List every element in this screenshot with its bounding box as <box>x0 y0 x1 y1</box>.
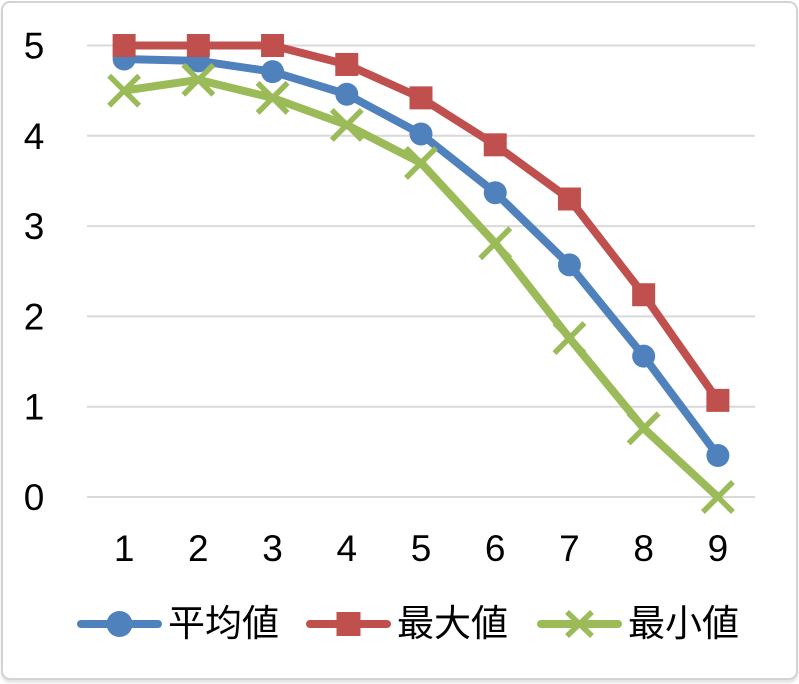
series-average-marker <box>483 181 507 205</box>
y-tick-label: 1 <box>24 387 45 428</box>
y-tick-label: 3 <box>24 206 45 247</box>
series-min-marker <box>181 62 216 97</box>
series-max-marker <box>261 34 285 57</box>
series-min-marker <box>626 411 661 446</box>
x-tick-label: 3 <box>262 528 283 569</box>
legend-label-max: 最大値 <box>397 603 508 645</box>
series-min-marker <box>404 145 438 180</box>
x-tick-label: 2 <box>188 528 209 569</box>
y-tick-label: 4 <box>24 116 45 157</box>
series-min-marker <box>552 321 587 356</box>
y-tick-label: 5 <box>24 26 45 67</box>
x-tick-label: 4 <box>336 528 357 569</box>
series-max-marker <box>186 34 210 57</box>
series-average-marker <box>706 443 730 467</box>
series-min-marker <box>478 226 513 261</box>
legend-item-min[interactable]: 最小値 <box>537 601 739 647</box>
series-average-marker <box>557 253 581 277</box>
x-tick-label: 5 <box>411 528 432 569</box>
series-average-line <box>120 55 722 460</box>
x-tick-label: 8 <box>633 528 654 569</box>
legend-square-marker-icon <box>306 612 391 636</box>
series-max-marker <box>706 388 730 412</box>
legend-item-max[interactable]: 最大値 <box>306 601 508 647</box>
legend-label-min: 最小値 <box>628 603 739 645</box>
series-average-marker <box>335 82 359 106</box>
legend-circle-marker-icon <box>77 611 162 637</box>
series-max-marker <box>112 34 136 57</box>
y-tick-label: 0 <box>24 477 45 518</box>
series-max-marker <box>557 187 581 211</box>
series-min-marker <box>700 480 735 514</box>
x-tick-label: 6 <box>485 528 506 569</box>
series-min-marker <box>255 80 290 115</box>
series-average-marker <box>261 60 285 84</box>
series-max-marker <box>335 52 359 76</box>
line-chart-plot-area: 0 1 2 3 4 5 1 2 3 4 5 6 7 8 9 <box>24 26 755 569</box>
series-max-marker <box>409 86 433 110</box>
legend: 平均値 最大値 最小値 <box>3 601 796 647</box>
series-min-marker <box>329 108 364 142</box>
x-tick-label: 1 <box>114 528 135 569</box>
legend-item-average[interactable]: 平均値 <box>77 601 279 647</box>
legend-label-average: 平均値 <box>168 603 279 645</box>
x-tick-label: 9 <box>708 528 729 569</box>
series-max-marker <box>632 283 656 307</box>
series-max-marker <box>483 133 507 157</box>
series-min-marker <box>107 73 142 108</box>
series-average-marker <box>409 122 433 146</box>
x-tick-label: 7 <box>559 528 580 569</box>
y-tick-label: 2 <box>24 296 45 337</box>
legend-x-marker-icon <box>537 610 622 638</box>
series-average-marker <box>632 344 656 368</box>
